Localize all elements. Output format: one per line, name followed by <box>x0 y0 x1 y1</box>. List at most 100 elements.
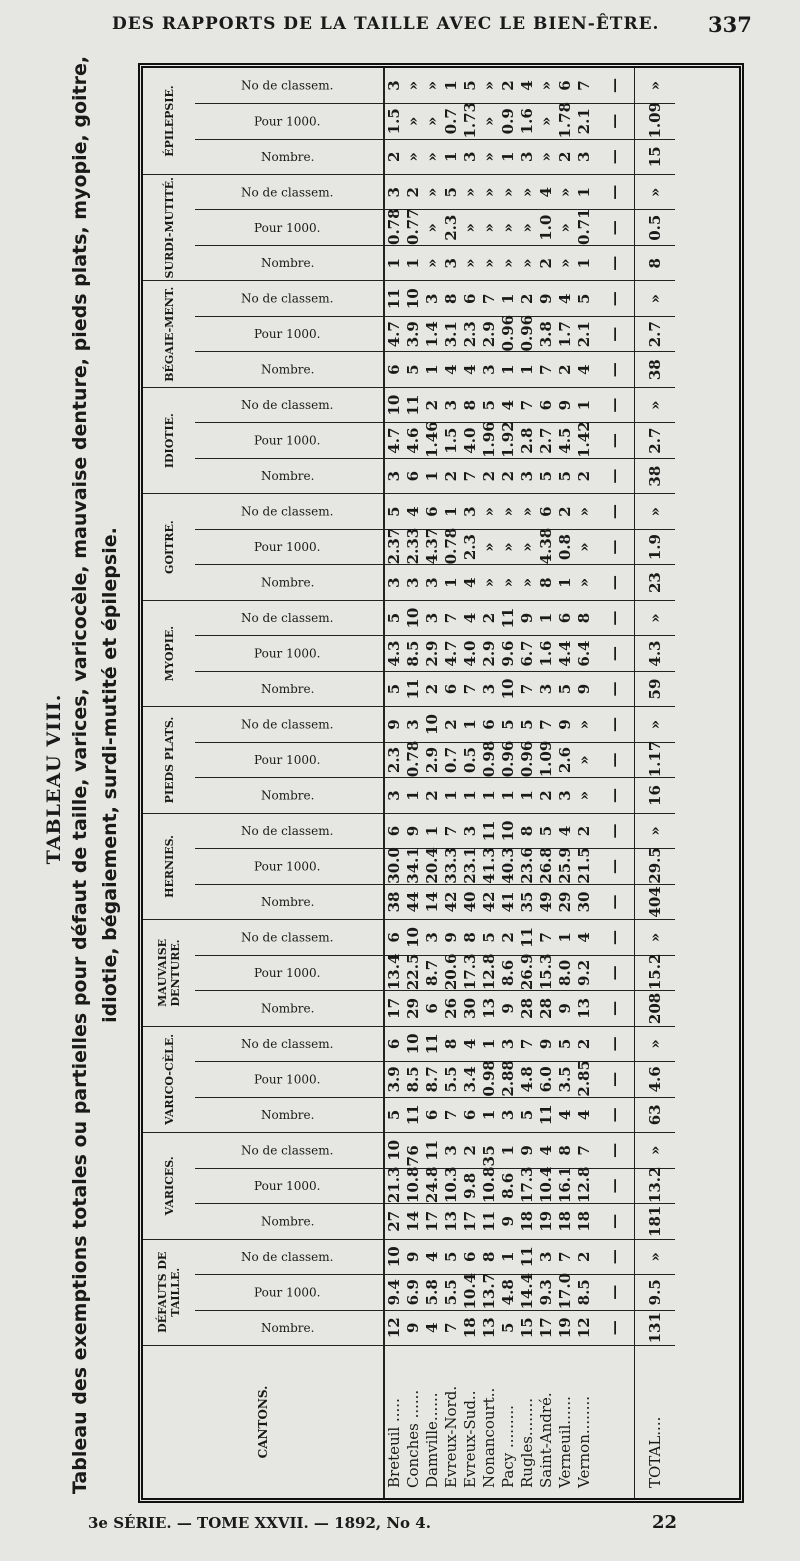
separator-mark: — <box>594 671 635 707</box>
total-cell: 1.09 <box>634 102 675 140</box>
cell-nombre: 3 <box>384 564 404 601</box>
separator-mark: — <box>594 351 635 388</box>
subheader-cell: Pour 1000. <box>195 848 384 885</box>
total-cell: 2.7 <box>634 316 675 352</box>
subheader-label: Pour 1000. <box>254 433 321 448</box>
category-header: VARICES. <box>143 1132 195 1240</box>
category-header: ÉPILEPSIE. <box>143 68 195 175</box>
cell-nombre: 4 <box>575 351 594 388</box>
cell-classement: 9 <box>518 1132 537 1169</box>
category-header: HERNIES. <box>143 813 195 920</box>
cell-classement: 6 <box>556 600 575 636</box>
cell-classement: 2 <box>575 1239 594 1275</box>
cell-classement: 7 <box>442 813 461 849</box>
cell-nombre: 5 <box>537 458 556 494</box>
cell-pour_1000: 1.96 <box>480 421 499 459</box>
separator-mark: — <box>594 493 635 530</box>
cell-classement: 8 <box>461 387 480 423</box>
table-caption-line-1: Tableau des exemptions totales ou partie… <box>69 55 91 1495</box>
separator-mark: — <box>594 1203 635 1240</box>
cell-classement: 4 <box>537 174 556 210</box>
cell-pour_1000: » <box>499 210 518 246</box>
cell-classement: 11 <box>480 813 499 849</box>
cell-pour_1000: 34.1 <box>404 847 423 885</box>
cell-pour_1000: 4.38 <box>537 527 556 565</box>
subheader-label: Pour 1000. <box>254 327 321 342</box>
category-header: GOITRE. <box>143 493 195 601</box>
cell-classement: 1 <box>575 174 594 210</box>
cell-nombre: 5 <box>556 458 575 494</box>
cell-classement: 11 <box>499 600 518 636</box>
cell-pour_1000: 1.5 <box>384 103 404 140</box>
subheader-cell: Nombre. <box>195 777 384 814</box>
cell-pour_1000: 3.1 <box>442 316 461 352</box>
cell-pour_1000: 2.88 <box>499 1060 518 1098</box>
cell-classement: 11 <box>423 1132 442 1169</box>
cell-classement: 9 <box>384 706 404 743</box>
cell-nombre: 9 <box>556 990 575 1027</box>
separator-mark: — <box>594 564 635 601</box>
cell-classement: » <box>404 68 423 104</box>
table-row: Rugles........ 15 14.4 11 18 17.3 9 5 4.8 7 28 26.9… <box>518 68 537 1498</box>
subheader-label: Nombre. <box>260 1001 315 1016</box>
total-cell: 1.9 <box>634 529 675 565</box>
cell-classement: 7 <box>518 387 537 423</box>
cell-classement: 9 <box>518 600 537 636</box>
cell-classement: 8 <box>461 919 480 956</box>
cell-pour_1000: 2.3 <box>461 316 480 352</box>
cell-pour_1000: 0.77 <box>404 208 423 246</box>
cell-nombre: 13 <box>480 1310 499 1346</box>
category-header: DÉFAUTS DE TAILLE. <box>143 1239 195 1346</box>
subheader-label: Nombre. <box>260 1107 315 1122</box>
subheader-cell: Pour 1000. <box>195 316 384 352</box>
cell-classement: » <box>480 174 499 210</box>
cell-nombre: 1 <box>556 564 575 601</box>
cell-pour_1000: 8.6 <box>499 1168 518 1204</box>
cell-pour_1000: 9.6 <box>499 635 518 672</box>
subheader-label: No de classem. <box>241 185 334 200</box>
cell-pour_1000: 0.96 <box>499 314 518 352</box>
cell-pour_1000: 0.8 <box>556 529 575 565</box>
cell-nombre: 6 <box>423 990 442 1027</box>
subheader-label: No de classem. <box>241 291 334 306</box>
cell-nombre: 4 <box>461 564 480 601</box>
canton-name: Breteuil ..... <box>385 1398 403 1488</box>
subheader-label: Nombre. <box>260 1320 315 1335</box>
cell-classement: 10 <box>384 1132 404 1169</box>
cell-classement: 6 <box>384 919 404 956</box>
cell-classement: 3 <box>384 174 404 210</box>
separator-mark: — <box>594 884 635 920</box>
cell-nombre: 1 <box>384 245 404 281</box>
separator-mark: — <box>594 1132 635 1169</box>
cell-pour_1000: » <box>480 210 499 246</box>
cell-nombre: 30 <box>461 990 480 1027</box>
cell-nombre: 1 <box>499 139 518 175</box>
cell-pour_1000: 2.9 <box>423 742 442 778</box>
total-cell: » <box>634 493 675 530</box>
cell-pour_1000: 5.5 <box>442 1061 461 1098</box>
cell-pour_1000: 6.9 <box>404 1274 423 1311</box>
total-cell: 23 <box>634 564 675 601</box>
cell-pour_1000: 1.4 <box>423 316 442 352</box>
cell-classement: » <box>518 174 537 210</box>
cell-nombre: 2 <box>384 139 404 175</box>
cell-pour_1000: 2.7 <box>537 422 556 459</box>
cell-nombre: 19 <box>556 1310 575 1346</box>
cell-nombre: » <box>556 245 575 281</box>
table-row: Saint-André. 17 9.3 3 19 10.4 4 11 6.0 9 28 15.3 7 49… <box>537 68 556 1498</box>
canton-name: Pacy ......... <box>499 1405 517 1488</box>
cell-classement: 4 <box>499 387 518 423</box>
subheader-label: Nombre. <box>260 682 315 697</box>
cell-classement: » <box>575 706 594 743</box>
total-cell: 181 <box>634 1203 675 1240</box>
cell-nombre: 1 <box>423 351 442 388</box>
separator-mark: — <box>594 600 635 636</box>
cell-classement: 7 <box>537 706 556 743</box>
cell-nombre: 17 <box>461 1203 480 1240</box>
cell-pour_1000: 4.37 <box>423 527 442 565</box>
total-cell: » <box>634 387 675 423</box>
cell-classement: » <box>423 174 442 210</box>
cell-classement: 10 <box>404 600 423 636</box>
cell-pour_1000: 1.0 <box>537 210 556 246</box>
cell-classement: 4 <box>537 1132 556 1169</box>
